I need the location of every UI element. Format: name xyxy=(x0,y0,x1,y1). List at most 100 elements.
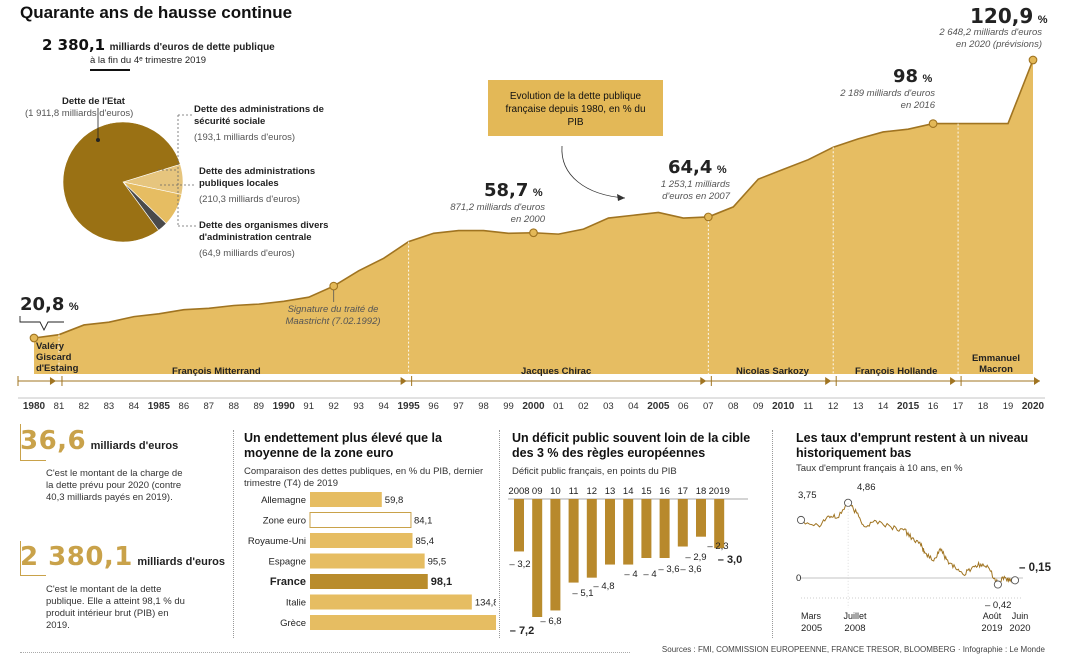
annot-2016-sub1: 2 189 milliards d'euros xyxy=(840,88,935,99)
year-label: 84 xyxy=(128,401,140,412)
year-label: 18 xyxy=(977,401,989,412)
stat-2-text: C'est le montant de la dette publique. E… xyxy=(46,584,185,631)
rates-marker xyxy=(796,515,806,525)
deficit-value-label: – 3,6 xyxy=(658,564,679,575)
year-label: 99 xyxy=(503,401,514,412)
year-label: 09 xyxy=(752,401,764,412)
box-arrow-head xyxy=(617,194,625,201)
year-label: 1985 xyxy=(147,401,170,412)
debt-area xyxy=(34,60,1033,374)
stat-2-unit: milliards d'euros xyxy=(137,556,225,568)
year-label: 06 xyxy=(678,401,689,412)
deficit-year-label: 11 xyxy=(569,486,579,497)
pie-total: 2 380,1 milliards d'euros de dette publi… xyxy=(42,36,275,55)
deficit-year-label: 09 xyxy=(532,486,543,497)
rates-line xyxy=(800,501,1016,586)
deficit-year-label: 2019 xyxy=(709,486,730,497)
year-labels: 1980 81 82 83 84 1985 86 87 88 89 1990 91 92 93 94 1995… xyxy=(0,401,1065,415)
stat-1-text: C'est le montant de la charge de la dett… xyxy=(46,468,183,503)
bar-value-label: 95,5 xyxy=(428,557,447,568)
divider-1 xyxy=(233,430,235,638)
deficit-value-label: – 4 xyxy=(624,569,637,580)
box-arrow xyxy=(561,145,626,199)
year-label: 96 xyxy=(428,401,439,412)
annot-2016: 98 % xyxy=(893,66,932,87)
year-label: 12 xyxy=(827,401,839,412)
year-label: 91 xyxy=(303,401,314,412)
deficit-year-label: 18 xyxy=(696,486,707,497)
stat-1-value: 36,6 xyxy=(20,426,87,456)
maastricht-annotation: Signature du traité de Maastricht (7.02.… xyxy=(285,304,381,327)
annot-2000-sub2: en 2000 xyxy=(510,214,545,225)
annot-2020-sub1: 2 648,2 milliards d'euros xyxy=(939,27,1042,38)
bar-category-label: Espagne xyxy=(268,557,306,568)
timeline-arrow xyxy=(400,377,407,385)
year-label: 2020 xyxy=(1021,401,1045,412)
timeline-arrow xyxy=(1034,377,1040,385)
deficit-bar xyxy=(568,499,579,583)
page-title: Quarante ans de hausse continue xyxy=(20,3,293,22)
deficit-bar xyxy=(605,499,615,565)
president-macron: Emmanuel Macron xyxy=(971,353,1021,375)
annot-1980: 20,8 % xyxy=(20,294,79,315)
deficit-value-label: – 6,8 xyxy=(540,616,561,627)
bar xyxy=(310,492,382,507)
deficit-value-label: – 5,1 xyxy=(572,588,593,599)
rates-marker xyxy=(993,580,1002,589)
rates-section-sub: Taux d'emprunt français à 10 ans, en % xyxy=(796,463,963,474)
year-label: 19 xyxy=(1002,401,1014,412)
pie-label-secu: Dette des administrations de sécurité so… xyxy=(194,104,324,127)
timeline-arrow xyxy=(700,377,707,385)
bar-category-label: France xyxy=(270,576,306,588)
deficit-value-label: – 4,8 xyxy=(593,581,614,592)
annot-1980-value: 20,8 xyxy=(20,294,65,315)
deficit-value-label: – 2,3 xyxy=(707,541,728,552)
rates-x-label: Mars xyxy=(801,611,821,621)
deficit-section-title: Un déficit public souvent loin de la cib… xyxy=(512,431,751,460)
year-label: 03 xyxy=(603,401,614,412)
year-label: 83 xyxy=(103,401,115,412)
deficit-bar xyxy=(659,499,670,558)
annot-2016-sub2: en 2016 xyxy=(900,100,935,111)
deficit-bar xyxy=(550,499,561,611)
deficit-chart: 2008 09 10 11 12 13 14 15 16 17 18 2019 – 3,2 – 7,2 – … xyxy=(508,486,748,637)
pie-total-value: 2 380,1 xyxy=(42,36,106,54)
timeline-arrow xyxy=(49,377,56,385)
deficit-value-label: – 7,2 xyxy=(510,625,534,637)
bar xyxy=(310,615,496,630)
annot-2000-value: 58,7 xyxy=(484,180,529,201)
stat-1-unit: milliards d'euros xyxy=(90,440,179,452)
rates-x-label: Août xyxy=(983,611,1002,621)
data-marker xyxy=(329,281,339,291)
pie-total-label: milliards d'euros de dette publique xyxy=(109,42,275,53)
rates-section-title: Les taux d'emprunt restent à un niveau h… xyxy=(796,431,1029,460)
pie-label-locales: Dette des administrations publiques loca… xyxy=(199,166,316,189)
year-label: 94 xyxy=(378,401,389,412)
year-label: 89 xyxy=(253,401,265,412)
deficit-value-label: – 3,2 xyxy=(509,559,530,570)
bar xyxy=(310,533,413,548)
annot-2020: 120,9 % xyxy=(970,4,1048,28)
pie-value-odac: (64,9 milliards d'euros) xyxy=(199,248,295,259)
deficit-value-label: – 4 xyxy=(643,569,656,580)
rates-point-label: 0 xyxy=(796,573,801,584)
deficit-bar xyxy=(696,499,706,537)
data-marker xyxy=(1028,55,1038,65)
pie-value-locales: (210,3 milliards d'euros) xyxy=(199,194,301,205)
rates-point-label: – 0,15 xyxy=(1019,562,1052,574)
annot-2020-value: 120,9 xyxy=(970,4,1034,28)
year-label: 98 xyxy=(478,401,489,412)
pie-chart xyxy=(62,121,184,243)
rates-chart: 3,75 4,86 – 0,42 – 0,15 0 Mars 2005 Juillet 2008… xyxy=(796,482,1052,634)
bar-value-label: 98,1 xyxy=(431,576,452,588)
bar-section-title: Un endettement plus élevé que la moyenne… xyxy=(244,431,442,460)
deficit-value-label: – 2,9 xyxy=(685,552,706,563)
bar xyxy=(310,574,428,589)
bar-value-label: 85,4 xyxy=(416,536,435,547)
rates-point-label: – 0,42 xyxy=(985,600,1011,611)
bar-category-label: Royaume-Uni xyxy=(248,536,306,547)
bar-value-label: 134,8 xyxy=(475,598,496,609)
annot-1980-callout xyxy=(19,316,64,332)
deficit-bar xyxy=(677,499,688,547)
data-marker xyxy=(703,212,713,222)
